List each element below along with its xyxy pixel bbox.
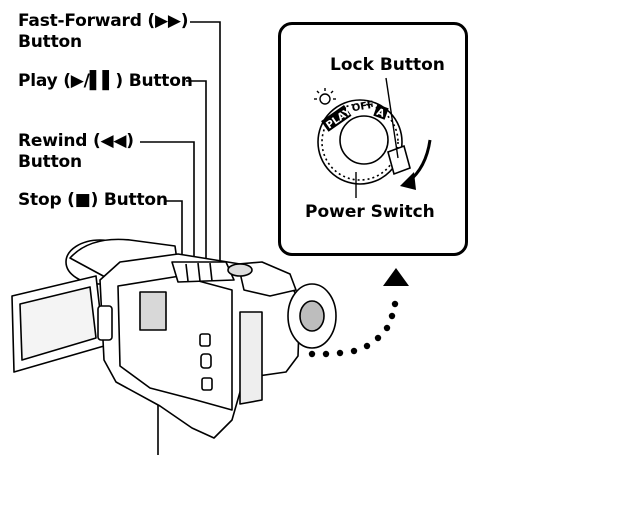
dotted-arrow-head xyxy=(383,268,409,286)
rewind-label: Rewind (◀◀) Button xyxy=(18,131,134,173)
button-divider-1 xyxy=(185,263,189,282)
dial-auto-badge xyxy=(373,104,389,120)
top-buttons-strip xyxy=(171,261,235,283)
dotted-arrow xyxy=(308,268,409,358)
lcd-hinge xyxy=(97,305,113,341)
body-power-dial xyxy=(227,263,253,277)
stop-leader xyxy=(165,200,183,274)
fast-forward-label-line2: Button xyxy=(18,32,82,52)
lamp-icon xyxy=(314,88,336,105)
lock-button-knob xyxy=(387,144,411,176)
fast-forward-label: Fast-Forward (▶▶) Button xyxy=(18,11,189,53)
rotation-arrow-head xyxy=(400,172,416,190)
power-switch-label: Power Switch xyxy=(305,202,435,222)
speaker-grille xyxy=(139,291,167,331)
lock-button-label: Lock Button xyxy=(330,55,445,75)
dial-auto-text: A xyxy=(375,107,386,120)
fast-forward-leader xyxy=(190,21,221,262)
play-leader xyxy=(186,80,207,266)
dial-knurl xyxy=(321,103,399,181)
dial-off-text: OFF xyxy=(351,100,375,115)
stop-label: Stop (■) Button xyxy=(18,190,168,211)
grip-ridges xyxy=(239,311,263,405)
power-switch-inset xyxy=(278,22,468,256)
rewind-label-line2: Button xyxy=(18,152,82,172)
dial-markings: PLAY OFF A xyxy=(321,100,389,132)
play-label-line1: Play (▶/▌▌) Button xyxy=(18,71,193,91)
camcorder xyxy=(11,238,337,439)
jack-3 xyxy=(201,377,213,391)
jack-1 xyxy=(199,333,211,347)
play-label: Play (▶/▌▌) Button xyxy=(18,71,193,92)
rewind-leader xyxy=(140,141,195,270)
button-divider-2 xyxy=(197,262,201,282)
button-divider-3 xyxy=(209,262,213,282)
lcd-screen-glass xyxy=(19,286,97,361)
stop-label-line1: Stop (■) Button xyxy=(18,190,168,210)
dial-center xyxy=(339,115,389,165)
dial-play-badge xyxy=(321,105,352,132)
fast-forward-label-line1: Fast-Forward (▶▶) xyxy=(18,11,189,31)
rewind-label-line1: Rewind (◀◀) xyxy=(18,131,134,151)
lock-button-leader xyxy=(385,77,399,159)
inset-dial xyxy=(314,77,432,198)
jack-2 xyxy=(200,353,212,369)
viewfinder-eyepiece xyxy=(299,300,325,332)
